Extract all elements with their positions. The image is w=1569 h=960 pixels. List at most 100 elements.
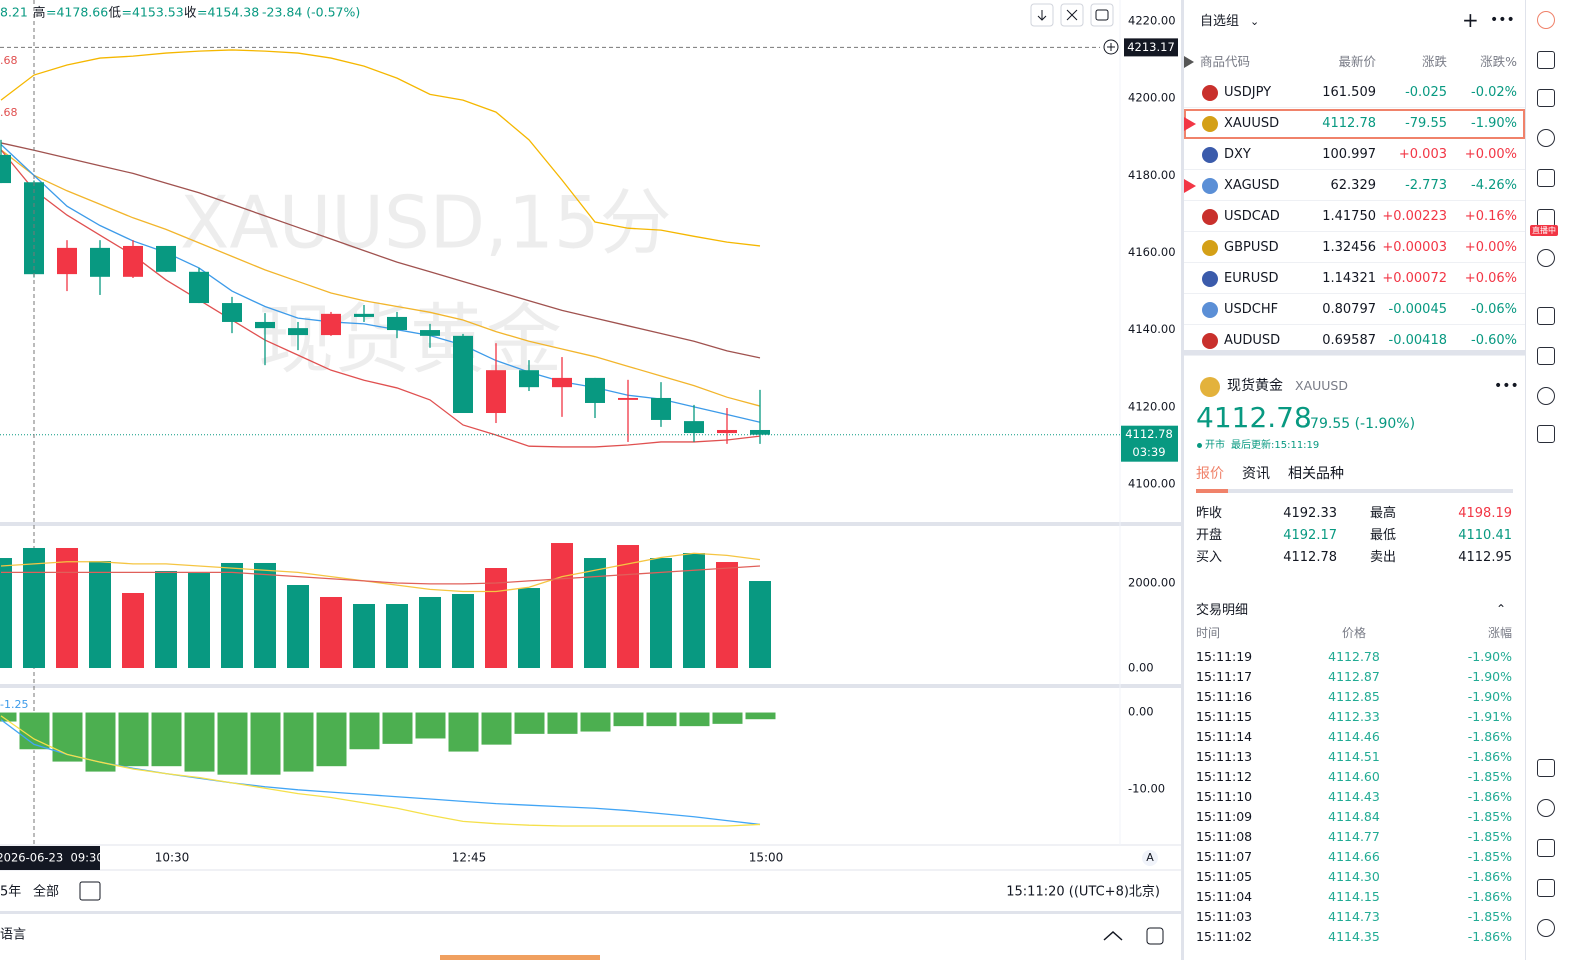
macd-bar <box>414 711 447 740</box>
range-button[interactable]: 5年 <box>0 885 21 900</box>
trade-time: 15:11:08 <box>1196 829 1253 844</box>
change: -0.00418 <box>1388 333 1447 348</box>
stat-label: 最高 <box>1370 506 1397 521</box>
icon <box>1066 9 1078 21</box>
sidebar-button[interactable] <box>1537 89 1555 107</box>
crosshair-y-box <box>1124 38 1178 57</box>
stat-value: 4112.78 <box>1283 550 1337 565</box>
range-button[interactable]: 全部 <box>33 884 59 900</box>
sidebar-button[interactable] <box>1537 347 1555 365</box>
volume-bar <box>386 604 408 669</box>
sidebar-button[interactable] <box>1537 249 1555 267</box>
volume-bar <box>23 547 45 669</box>
tab: 报价 <box>1196 466 1224 482</box>
watchlist-row[interactable] <box>1184 326 1525 356</box>
macd-bar <box>348 711 381 751</box>
change: +0.00003 <box>1382 240 1447 255</box>
macd-bar <box>183 711 216 773</box>
watchlist-row[interactable] <box>1184 78 1525 108</box>
sidebar-button[interactable] <box>1537 169 1555 187</box>
volume-bar <box>122 592 144 669</box>
flag <box>1184 117 1196 131</box>
watchlist-row[interactable] <box>1184 264 1525 294</box>
y-tick-label: 4180.00 <box>1128 168 1176 182</box>
add-button[interactable]: + <box>1462 8 1479 32</box>
candle-body <box>585 377 605 403</box>
button[interactable] <box>1090 3 1114 27</box>
candle-body <box>354 313 374 317</box>
sidebar-button[interactable] <box>1537 759 1555 777</box>
change: -0.00045 <box>1388 302 1447 317</box>
date-range-button[interactable] <box>79 881 101 901</box>
last-price-label: 4112.78 <box>1125 427 1173 441</box>
collapse-button[interactable] <box>1103 930 1123 941</box>
sidebar-button[interactable] <box>1537 839 1555 857</box>
symbol-icon <box>1202 240 1218 256</box>
pane-separator <box>0 684 1181 688</box>
volume-bar <box>320 596 342 669</box>
change-pct: -4.26% <box>1471 178 1517 193</box>
sidebar-button[interactable] <box>1537 307 1555 325</box>
watchlist-row[interactable] <box>1184 171 1525 201</box>
change-pct: +0.00% <box>1464 147 1517 162</box>
collapse-icon[interactable]: ⌃ <box>1496 602 1507 616</box>
volume-bar <box>683 553 705 669</box>
candle-body <box>90 247 110 277</box>
price: 0.69587 <box>1322 333 1376 348</box>
symbol: GBPUSD <box>1224 240 1279 255</box>
trade-time: 15:11:09 <box>1196 809 1253 824</box>
trade-time: 15:11:07 <box>1196 849 1253 864</box>
trade-price: 4114.15 <box>1328 889 1380 904</box>
sidebar-button[interactable] <box>1537 425 1555 443</box>
add-alert-icon[interactable] <box>1103 39 1119 55</box>
sidebar-button[interactable] <box>1537 799 1555 817</box>
trade-change: -1.90% <box>1467 649 1512 664</box>
y-tick-label: 0.00 <box>1128 661 1154 675</box>
watchlist-row[interactable] <box>1184 233 1525 263</box>
sidebar-button[interactable] <box>1537 879 1555 897</box>
separator <box>1184 350 1525 355</box>
watchlist-row[interactable] <box>1184 202 1525 232</box>
sidebar-button[interactable] <box>1537 51 1555 69</box>
watermark-title: XAUUSD,15分 <box>180 181 672 265</box>
trade-price: 4112.87 <box>1328 669 1380 684</box>
maximize-button[interactable] <box>1146 927 1164 945</box>
candle-body <box>519 370 539 388</box>
ohlc-change: -23.84 (-0.57%) <box>262 5 360 20</box>
change-pct: +0.00% <box>1464 240 1517 255</box>
symbol: XAGUSD <box>1224 178 1280 193</box>
indicator-line <box>0 142 761 359</box>
sidebar-button[interactable] <box>1537 387 1555 405</box>
auto-scale-button[interactable] <box>1142 850 1158 866</box>
more-button[interactable]: ••• <box>1494 378 1519 394</box>
trade-change: -1.86% <box>1467 869 1512 884</box>
watchlist-row[interactable] <box>1184 140 1525 170</box>
trade-time: 15:11:14 <box>1196 729 1253 744</box>
countdown-label: 03:39 <box>1132 445 1165 459</box>
sidebar-button[interactable] <box>1537 919 1555 937</box>
clock: 15:11:20 ((UTC+8)北京) <box>1006 885 1160 900</box>
trade-change: -1.86% <box>1467 889 1512 904</box>
sidebar-button[interactable] <box>1537 129 1555 147</box>
trade-price: 4114.60 <box>1328 769 1380 784</box>
sidebar-button[interactable] <box>1537 11 1555 29</box>
dropdown-icon[interactable]: ⌄ <box>1250 15 1260 28</box>
volume-bar <box>89 560 111 669</box>
trade-time: 15:11:16 <box>1196 689 1253 704</box>
macd-bar <box>150 711 183 768</box>
watchlist-row[interactable] <box>1184 295 1525 325</box>
macd-bar <box>381 711 414 745</box>
trade-time: 15:11:15 <box>1196 709 1253 724</box>
macd-bar <box>282 711 315 773</box>
candle-body <box>552 377 572 388</box>
symbol: EURUSD <box>1224 271 1279 286</box>
more-button[interactable]: ••• <box>1490 12 1515 28</box>
change-pct: -0.02% <box>1471 85 1517 100</box>
symbol: USDCAD <box>1224 209 1280 224</box>
trade-price: 4112.33 <box>1328 709 1380 724</box>
indicator-line <box>0 49 761 247</box>
detail-symbol: XAUUSD <box>1295 378 1348 393</box>
trades-header: 时间 <box>1196 626 1221 640</box>
top-buttons[interactable] <box>1030 3 1114 27</box>
y-tick-label: 4220.00 <box>1128 14 1176 28</box>
